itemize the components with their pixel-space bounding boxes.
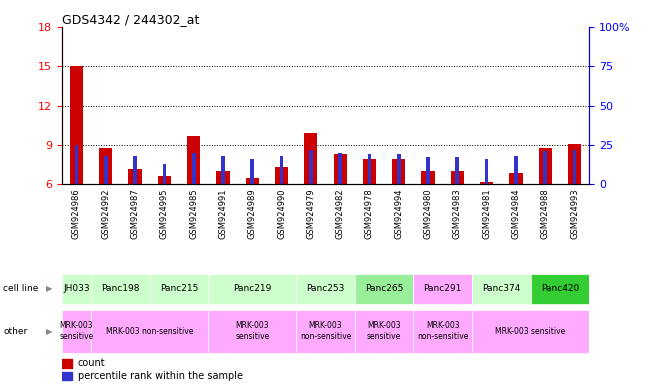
Text: Panc265: Panc265 <box>365 285 403 293</box>
Text: percentile rank within the sample: percentile rank within the sample <box>77 371 243 381</box>
Bar <box>355 274 413 304</box>
Bar <box>216 171 230 184</box>
Bar <box>421 171 435 184</box>
Text: GSM924984: GSM924984 <box>512 189 520 239</box>
Bar <box>133 156 137 184</box>
Text: GSM924994: GSM924994 <box>395 189 403 239</box>
Bar <box>99 147 113 184</box>
Bar <box>485 159 488 184</box>
Text: MRK-003
sensitive: MRK-003 sensitive <box>367 321 401 341</box>
Text: GSM924987: GSM924987 <box>131 189 139 239</box>
Text: cell line: cell line <box>3 285 38 293</box>
Bar <box>208 274 296 304</box>
Text: GSM924981: GSM924981 <box>482 189 491 239</box>
Text: GSM924995: GSM924995 <box>160 189 169 239</box>
Text: ▶: ▶ <box>46 327 52 336</box>
Bar <box>309 150 312 184</box>
Bar <box>91 274 150 304</box>
Bar <box>355 310 413 353</box>
Text: ▶: ▶ <box>46 285 52 293</box>
Bar <box>245 178 259 184</box>
Bar <box>413 310 472 353</box>
Bar <box>450 171 464 184</box>
Text: Panc420: Panc420 <box>541 285 579 293</box>
Bar <box>104 156 107 184</box>
Bar <box>62 310 91 353</box>
Text: MRK-003
non-sensitive: MRK-003 non-sensitive <box>300 321 351 341</box>
Text: GSM924979: GSM924979 <box>307 189 315 239</box>
Bar <box>568 144 581 184</box>
Bar <box>62 359 72 367</box>
Bar <box>531 274 589 304</box>
Text: count: count <box>77 358 105 368</box>
Text: Panc253: Panc253 <box>307 285 344 293</box>
Bar <box>368 154 371 184</box>
Bar <box>296 310 355 353</box>
Bar <box>304 133 318 184</box>
Text: Panc291: Panc291 <box>424 285 462 293</box>
Bar <box>333 154 347 184</box>
Text: GSM924990: GSM924990 <box>277 189 286 239</box>
Text: GSM924993: GSM924993 <box>570 189 579 239</box>
Bar <box>413 274 472 304</box>
Text: MRK-003
non-sensitive: MRK-003 non-sensitive <box>417 321 468 341</box>
Text: GSM924980: GSM924980 <box>424 189 432 239</box>
Text: GSM924983: GSM924983 <box>453 189 462 239</box>
Bar <box>426 157 430 184</box>
Text: other: other <box>3 327 27 336</box>
Text: GSM924986: GSM924986 <box>72 189 81 239</box>
Bar <box>75 145 78 184</box>
Text: GDS4342 / 244302_at: GDS4342 / 244302_at <box>62 13 199 26</box>
Bar <box>221 156 225 184</box>
Text: Panc198: Panc198 <box>101 285 140 293</box>
Bar <box>192 153 195 184</box>
Bar <box>538 147 552 184</box>
Bar <box>397 154 400 184</box>
Bar <box>514 156 518 184</box>
Bar <box>280 156 283 184</box>
Text: GSM924989: GSM924989 <box>248 189 256 239</box>
Bar <box>251 159 254 184</box>
Bar <box>62 274 91 304</box>
Bar <box>187 136 201 184</box>
Bar <box>509 172 523 184</box>
Bar <box>62 372 72 380</box>
Text: MRK-003 non-sensitive: MRK-003 non-sensitive <box>106 327 193 336</box>
Bar <box>339 153 342 184</box>
Text: JH033: JH033 <box>63 285 90 293</box>
Bar <box>296 274 355 304</box>
Bar <box>150 274 208 304</box>
Bar <box>208 310 296 353</box>
Bar <box>70 66 83 184</box>
Text: Panc374: Panc374 <box>482 285 520 293</box>
Text: GSM924985: GSM924985 <box>189 189 198 239</box>
Bar <box>544 151 547 184</box>
Bar <box>128 169 142 184</box>
Text: MRK-003
sensitive: MRK-003 sensitive <box>235 321 270 341</box>
Text: GSM924988: GSM924988 <box>541 189 549 239</box>
Bar <box>573 150 576 184</box>
Bar <box>472 274 531 304</box>
Bar <box>456 157 459 184</box>
Bar <box>91 310 208 353</box>
Text: MRK-003
sensitive: MRK-003 sensitive <box>59 321 94 341</box>
Bar <box>392 159 406 184</box>
Bar <box>363 159 376 184</box>
Text: Panc215: Panc215 <box>160 285 198 293</box>
Text: GSM924982: GSM924982 <box>336 189 344 239</box>
Text: Panc219: Panc219 <box>233 285 271 293</box>
Text: GSM924978: GSM924978 <box>365 189 374 239</box>
Text: GSM924992: GSM924992 <box>102 189 110 239</box>
Bar <box>275 167 288 184</box>
Bar <box>480 182 493 184</box>
Text: MRK-003 sensitive: MRK-003 sensitive <box>495 327 566 336</box>
Bar <box>158 177 171 184</box>
Bar <box>163 164 166 184</box>
Text: GSM924991: GSM924991 <box>219 189 227 239</box>
Bar <box>472 310 589 353</box>
